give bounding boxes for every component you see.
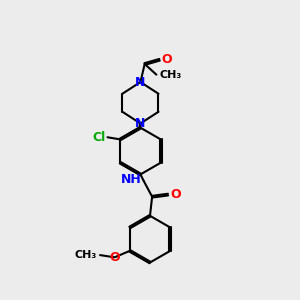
Text: N: N: [135, 76, 146, 88]
Text: NH: NH: [121, 173, 142, 186]
Text: CH₃: CH₃: [75, 250, 97, 260]
Text: N: N: [135, 117, 146, 130]
Text: O: O: [170, 188, 181, 201]
Text: O: O: [110, 251, 120, 264]
Text: Cl: Cl: [92, 131, 105, 144]
Text: O: O: [162, 53, 172, 66]
Text: CH₃: CH₃: [160, 70, 182, 80]
